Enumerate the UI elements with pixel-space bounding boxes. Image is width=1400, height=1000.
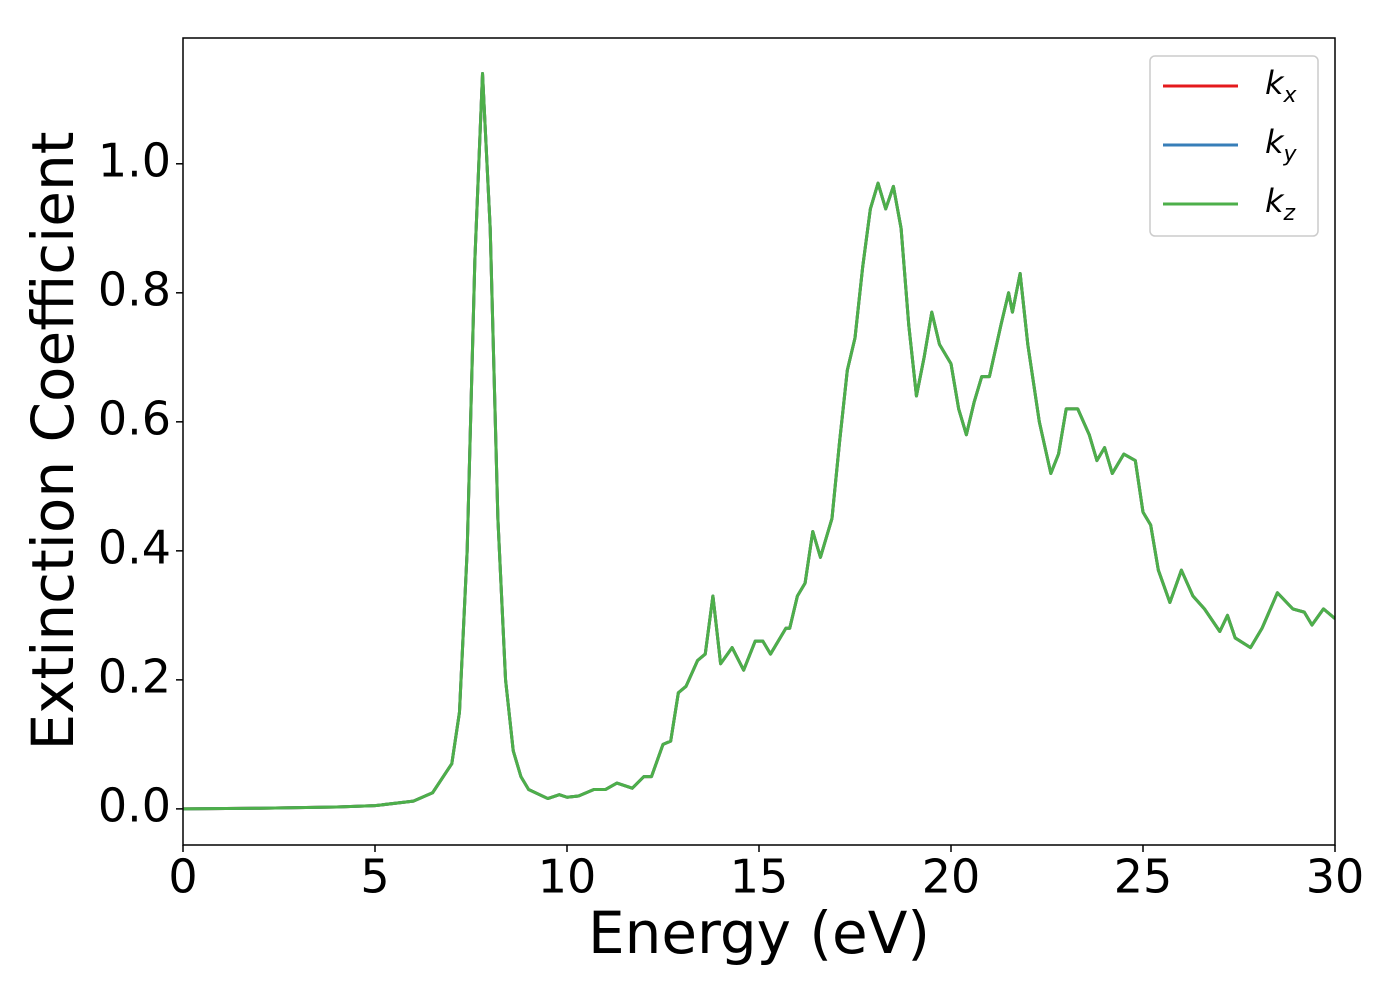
x-tick-label: 0 [168, 850, 197, 904]
y-tick-label: 0.8 [98, 262, 171, 316]
y-tick-label: 0.2 [98, 649, 171, 703]
x-tick-label: 20 [922, 850, 981, 904]
legend-label: kz [1265, 182, 1296, 226]
y-tick-label: 0.0 [98, 778, 171, 832]
x-tick-label: 30 [1306, 850, 1365, 904]
y-tick-label: 0.4 [98, 520, 171, 574]
legend-label: ky [1265, 123, 1298, 167]
x-tick-label: 25 [1114, 850, 1173, 904]
x-tick-label: 5 [360, 850, 389, 904]
plot-frame [182, 37, 1336, 846]
x-tick-label: 15 [730, 850, 789, 904]
series-line [183, 71, 1335, 811]
legend-label: kx [1265, 64, 1298, 108]
y-tick-label: 1.0 [98, 133, 171, 187]
y-tick-label: 0.6 [98, 391, 171, 445]
x-tick-label: 10 [538, 850, 597, 904]
x-axis-label: Energy (eV) [588, 899, 930, 967]
y-axis-label: Extinction Coefficient [19, 132, 87, 751]
